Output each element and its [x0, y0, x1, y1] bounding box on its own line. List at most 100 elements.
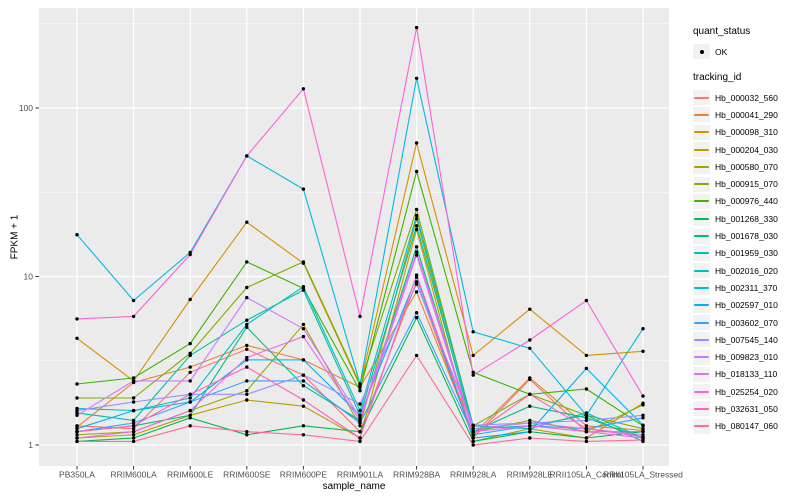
line-key-icon — [694, 148, 709, 151]
legend-item-Hb_000915_070: Hb_000915_070 — [693, 175, 799, 192]
legend-item-label: Hb_000032_560 — [715, 92, 778, 103]
data-point — [471, 433, 475, 437]
data-point — [245, 260, 249, 264]
data-point — [188, 392, 192, 396]
data-point — [641, 423, 645, 427]
data-point — [358, 408, 362, 413]
data-point — [188, 416, 192, 420]
data-point — [358, 402, 362, 406]
data-point — [528, 421, 532, 425]
data-point — [301, 404, 306, 408]
data-point — [641, 413, 645, 417]
data-point — [584, 413, 589, 417]
data-point — [131, 396, 136, 400]
data-point — [131, 421, 136, 425]
data-point — [528, 436, 532, 440]
data-point — [131, 424, 136, 428]
data-point — [245, 220, 249, 224]
line-key-icon — [694, 304, 709, 307]
data-point — [641, 403, 645, 407]
line-key-icon — [694, 390, 709, 393]
legend-key-box — [693, 107, 710, 123]
x-tick-label: RRIM928LA — [450, 470, 497, 480]
data-point — [188, 341, 192, 346]
legend-key-box — [693, 211, 710, 227]
data-point — [414, 315, 419, 320]
x-tick-label: RRIM600LE — [167, 470, 214, 480]
data-point — [358, 421, 362, 425]
line-key-icon — [694, 286, 709, 289]
data-point — [641, 349, 645, 353]
data-point — [131, 430, 136, 434]
data-point — [414, 353, 419, 358]
legend-item-Hb_000032_560: Hb_000032_560 — [693, 89, 799, 106]
data-point — [584, 353, 589, 358]
x-axis-title: sample_name — [322, 481, 386, 492]
line-key-icon — [694, 113, 709, 116]
data-point — [528, 338, 532, 342]
data-point — [301, 424, 306, 428]
data-point — [188, 370, 192, 374]
point-key-icon — [699, 49, 704, 54]
legend-key-box — [693, 142, 710, 158]
data-point — [301, 373, 306, 377]
line-key-icon — [694, 425, 709, 428]
legend-item-label: Hb_003602_070 — [715, 317, 778, 328]
data-point — [131, 427, 136, 431]
data-point — [188, 353, 192, 358]
data-point — [584, 416, 589, 420]
data-point — [301, 322, 306, 327]
legend-key-box — [693, 280, 710, 296]
data-point — [301, 285, 306, 289]
data-point — [471, 443, 475, 447]
legend-item-label: Hb_007545_140 — [715, 334, 778, 345]
legend-tracking-id-block: tracking_id Hb_000032_560 Hb_000041_290 Hb… — [693, 72, 799, 435]
data-point — [245, 433, 249, 437]
legend-key-box — [693, 44, 710, 59]
legend-item-Hb_001959_030: Hb_001959_030 — [693, 245, 799, 262]
legend-key-box — [693, 349, 710, 365]
data-point — [75, 408, 79, 413]
legend-title-tracking-id: tracking_id — [693, 72, 742, 83]
data-point — [245, 347, 249, 351]
data-point — [584, 411, 589, 415]
data-point — [414, 207, 419, 212]
legend-title-quant-status: quant_status — [693, 26, 751, 37]
line-key-icon — [694, 252, 709, 255]
legend-item-label: Hb_000098_310 — [715, 127, 778, 138]
data-point — [245, 430, 249, 434]
data-point — [358, 439, 362, 444]
data-point — [414, 217, 419, 221]
data-point — [188, 365, 192, 369]
data-point — [301, 327, 306, 331]
data-point — [75, 439, 79, 444]
data-point — [584, 418, 589, 423]
legend-item-label: Hb_025254_020 — [715, 386, 778, 397]
data-point — [188, 297, 192, 302]
legend-item-Hb_080147_060: Hb_080147_060 — [693, 418, 799, 435]
data-point — [358, 424, 362, 428]
data-point — [414, 282, 419, 286]
data-point — [75, 382, 79, 386]
line-key-icon — [694, 373, 709, 376]
data-point — [301, 358, 306, 362]
data-point — [584, 366, 589, 371]
legend-item-label: Hb_000204_030 — [715, 144, 778, 155]
data-point — [245, 295, 249, 300]
data-point — [528, 427, 532, 431]
data-point — [528, 424, 532, 428]
legend-item-label: Hb_000580_070 — [715, 161, 778, 172]
data-point — [528, 392, 532, 396]
data-point — [131, 433, 136, 437]
data-point — [188, 408, 192, 413]
line-key-icon — [694, 338, 709, 341]
legend-key-box — [693, 418, 710, 434]
legend-item-label: Hb_000041_290 — [715, 109, 778, 120]
data-point — [414, 250, 419, 254]
data-point — [414, 245, 419, 249]
legend-item-Hb_000041_290: Hb_000041_290 — [693, 106, 799, 123]
legend-item-Hb_007545_140: Hb_007545_140 — [693, 331, 799, 348]
data-point — [471, 430, 475, 434]
legend-item-label: Hb_032631_050 — [715, 403, 778, 414]
